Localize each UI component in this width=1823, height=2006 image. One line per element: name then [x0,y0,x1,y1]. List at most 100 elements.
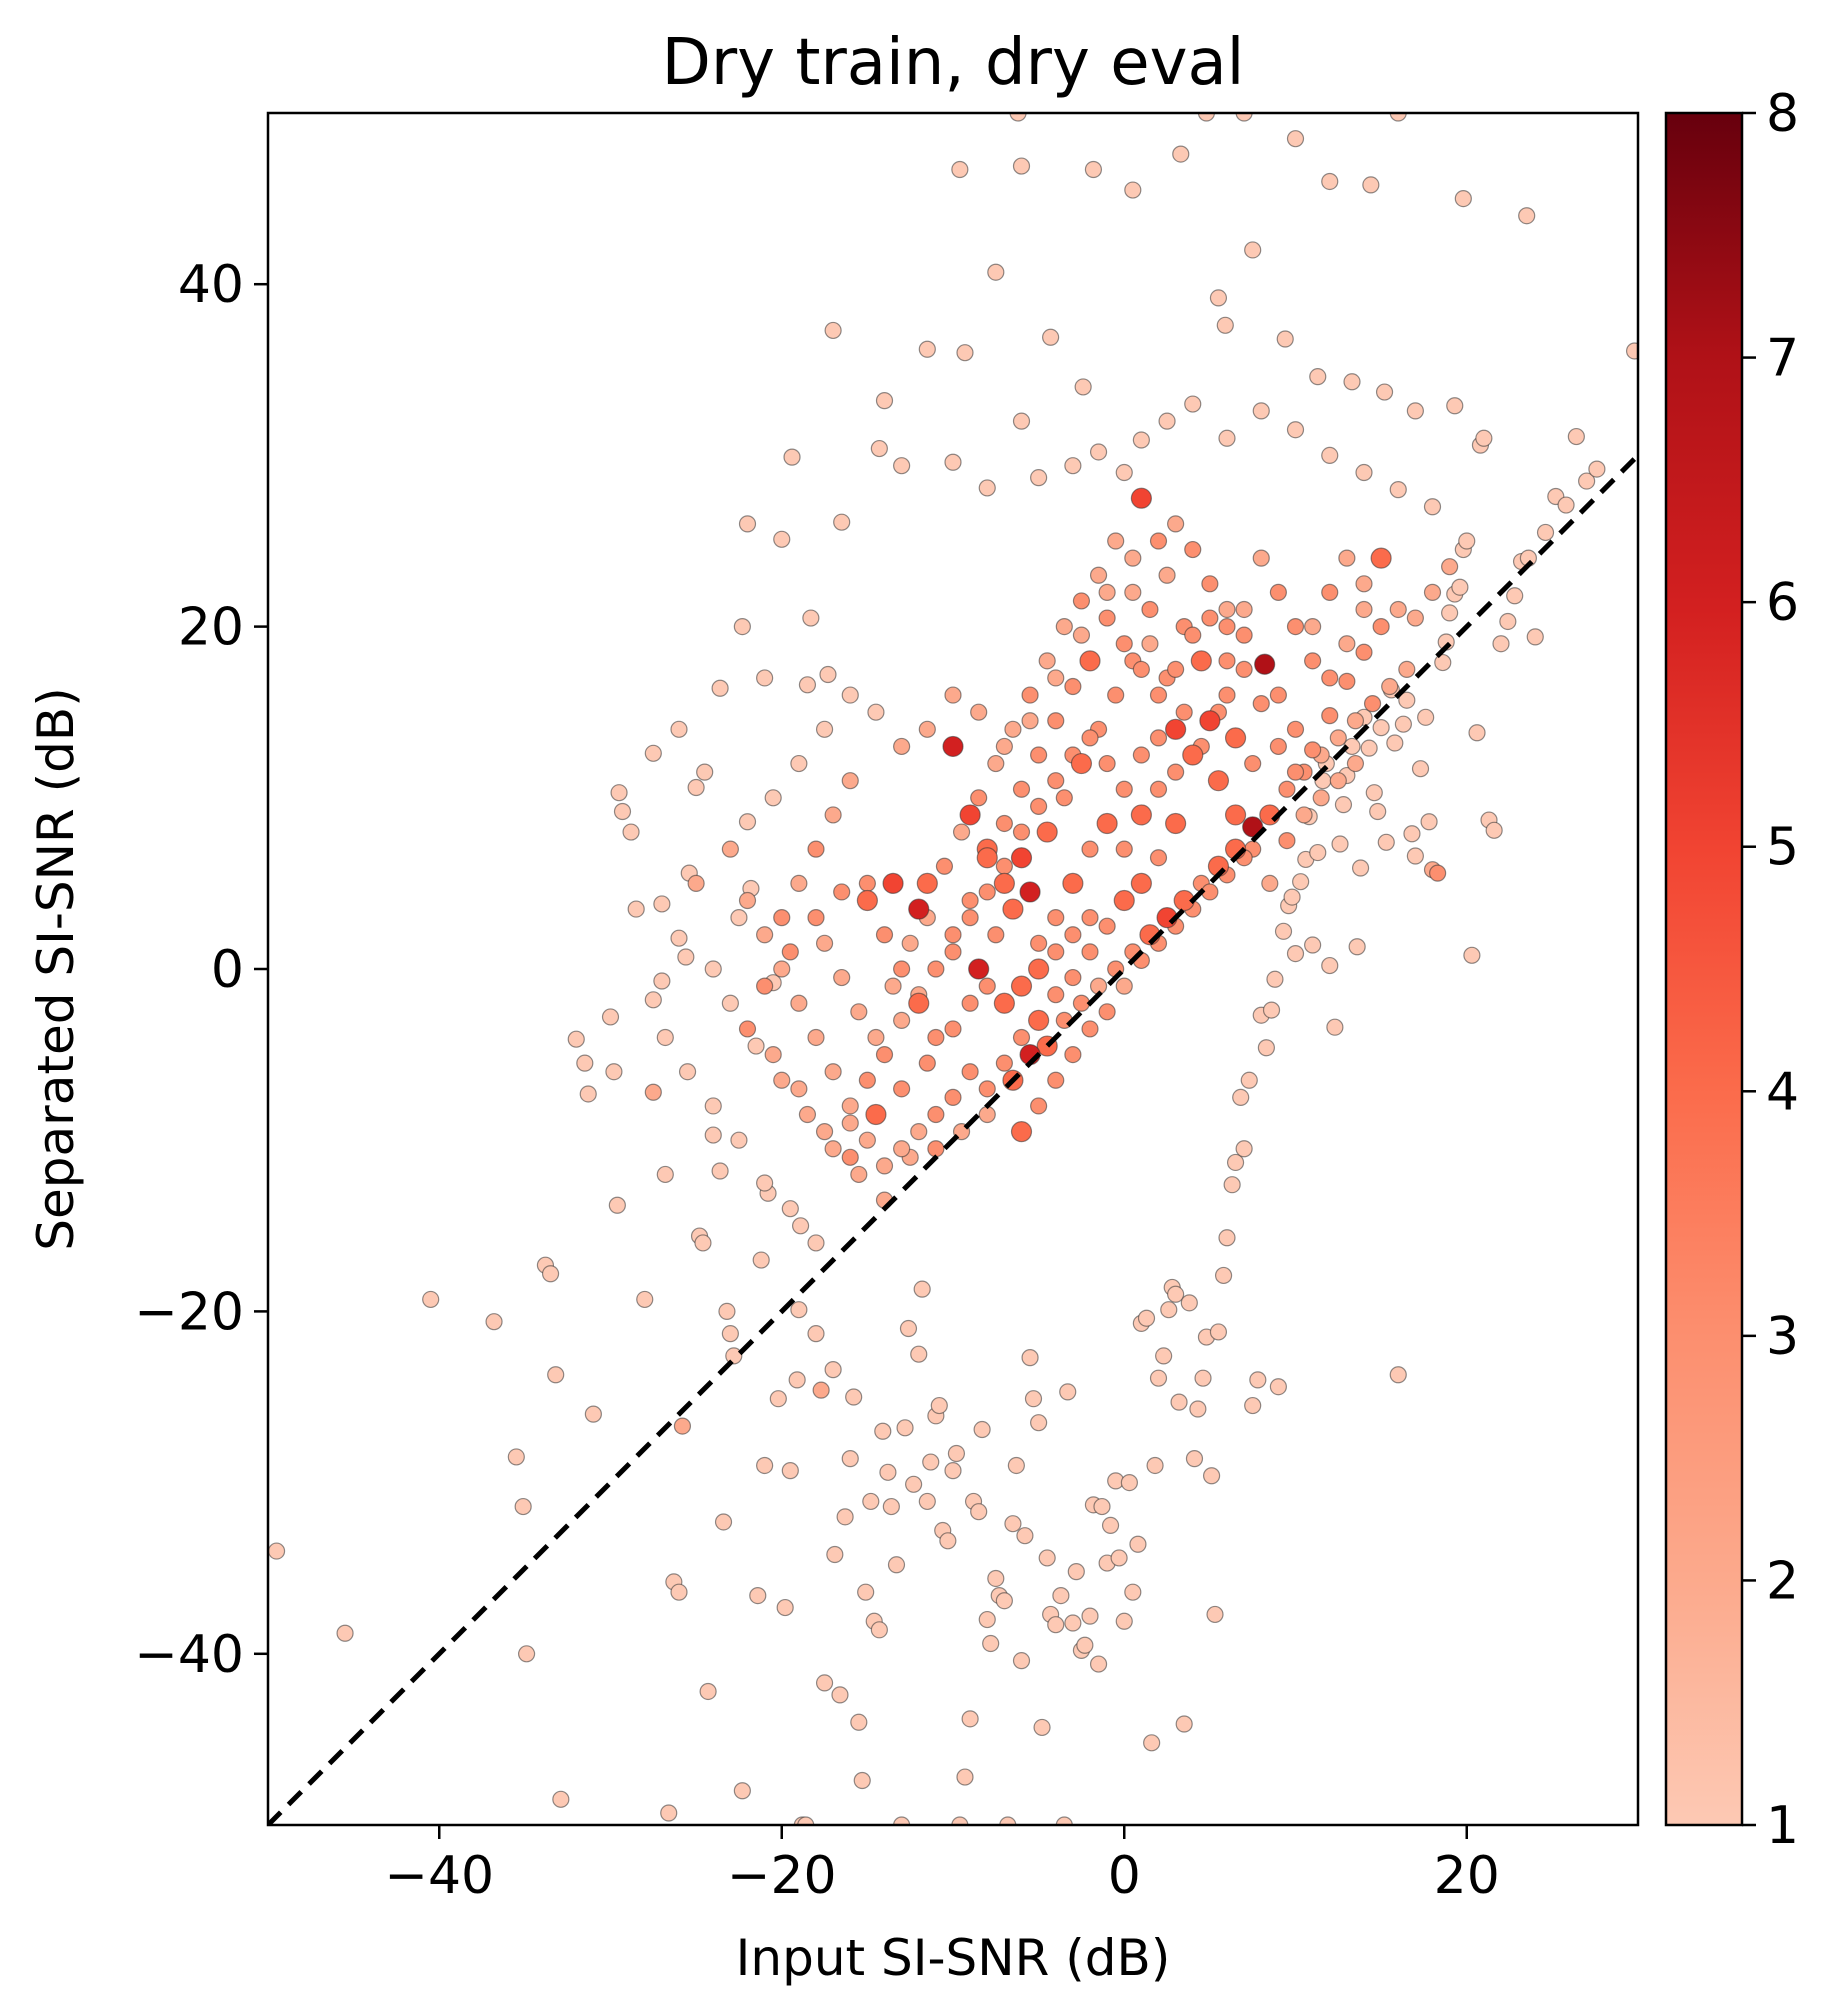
data-point [1124,1583,1142,1601]
data-point [978,883,996,901]
data-point [1441,558,1459,576]
data-point [970,789,988,807]
data-point [961,1063,979,1081]
data-point [670,1583,688,1601]
data-point [1047,986,1065,1004]
data-point [893,1011,911,1029]
data-point [1098,917,1116,935]
data-point [995,857,1013,875]
data-point [721,1325,739,1343]
data-point [422,1290,440,1309]
data-point [576,1054,594,1072]
data-point [1149,1369,1168,1387]
data-point [1321,956,1339,975]
data-point [1030,746,1048,764]
data-point [1223,1176,1241,1194]
data-point [978,1080,996,1098]
data-point [605,1063,623,1081]
data-point [951,160,969,179]
data-point [790,994,808,1012]
data-point [756,977,774,995]
data-point [901,934,919,952]
data-point [1321,707,1339,725]
data-point [1129,1535,1147,1553]
reference-line [268,453,1638,1825]
data-point [1389,113,1407,122]
data-point [773,909,791,927]
data-point [1334,796,1353,814]
data-point [850,1165,868,1184]
data-point [961,891,979,910]
colorbar-tick-label: 8 [1766,84,1799,144]
data-point [841,772,859,790]
data-point [1016,1527,1034,1545]
data-point [1363,695,1382,713]
data-point [1059,1383,1077,1401]
data-point [927,1140,945,1158]
data-point [1081,729,1099,747]
data-point [959,804,981,826]
data-point [1209,1323,1228,1341]
data-point [1235,113,1253,122]
data-point [610,784,628,802]
data-point [485,1313,503,1331]
data-point [956,344,974,362]
data-point [995,1592,1013,1610]
data-point [1235,626,1253,644]
data-point [1304,936,1322,954]
data-point [887,1556,906,1574]
data-point [1214,1266,1233,1285]
data-point [1019,881,1041,903]
data-point [1329,729,1347,747]
data-point [1081,943,1099,961]
data-point [627,900,645,918]
data-point [687,874,705,893]
data-point [968,958,990,980]
data-point [1218,617,1236,636]
data-point [1030,1097,1048,1115]
data-point [802,609,820,627]
data-point [1283,888,1301,906]
data-point [942,735,964,758]
data-point [1042,328,1060,346]
data-point [1321,446,1339,464]
data-point [1224,804,1247,826]
data-point [944,1462,962,1480]
data-point [1028,1009,1050,1031]
data-point [1158,412,1176,430]
data-point [1047,669,1065,687]
data-point [670,929,688,947]
data-point [833,513,851,531]
data-point [673,1417,692,1435]
data-point [922,1453,940,1471]
data-point [1010,847,1033,869]
data-point [1110,1549,1128,1567]
data-point [1149,780,1168,798]
data-point [1269,686,1287,704]
data-point [756,1456,774,1475]
data-point [644,1083,662,1101]
data-point [1269,1378,1287,1396]
data-point [773,1071,791,1089]
data-point [1446,397,1464,415]
data-point [1089,443,1108,461]
data-point [826,1545,844,1564]
data-point [841,686,859,704]
colorbar-tick-label: 4 [1766,1062,1799,1122]
colorbar-tick-label: 7 [1766,329,1799,389]
data-point [644,991,662,1009]
data-point [1406,847,1424,865]
data-point [541,1265,560,1283]
data-point [1372,617,1390,636]
y-tick-label: 20 [178,598,244,658]
data-point [1441,604,1459,622]
data-point [1067,1563,1085,1581]
data-point [1216,316,1234,334]
data-point [1475,429,1493,447]
data-point [1372,719,1390,737]
data-point [916,872,938,895]
data-point [1199,710,1221,732]
data-point [1207,770,1230,792]
data-point [908,992,930,1014]
data-point [1047,943,1065,961]
